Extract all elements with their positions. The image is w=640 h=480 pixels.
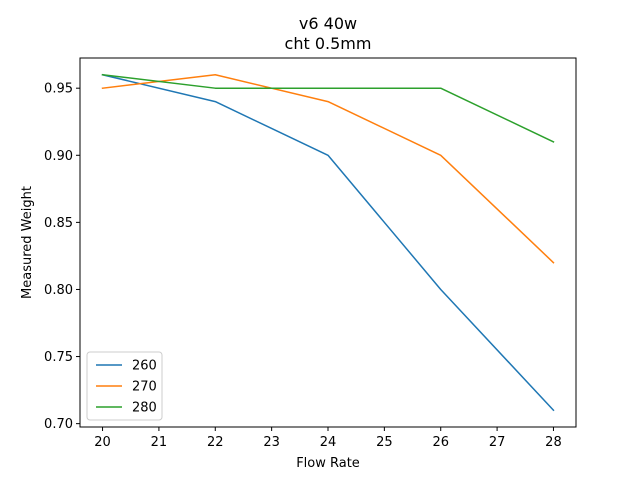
legend-label: 260 — [132, 359, 157, 374]
x-axis-ticks: 20 21 22 23 24 25 26 27 28 — [94, 427, 562, 450]
x-tick-label: 27 — [489, 435, 506, 450]
x-tick-label: 20 — [94, 435, 111, 450]
y-tick-label: 0.95 — [44, 82, 73, 97]
x-tick-label: 21 — [151, 435, 168, 450]
y-tick-label: 0.85 — [44, 216, 73, 231]
chart-title-line2: cht 0.5mm — [285, 34, 372, 53]
legend-label: 270 — [132, 380, 157, 395]
x-tick-label: 22 — [207, 435, 224, 450]
series-line-270 — [101, 74, 555, 264]
legend-label: 280 — [132, 401, 157, 416]
y-axis-ticks: 0.70 0.75 0.80 0.85 0.90 0.95 — [44, 82, 80, 432]
series-line-280 — [101, 73, 555, 143]
x-axis-label: Flow Rate — [296, 456, 360, 471]
x-tick-label: 28 — [545, 435, 562, 450]
legend-box — [86, 351, 163, 421]
legend: 260 270 280 — [86, 351, 163, 421]
series-layer — [101, 73, 555, 412]
x-tick-label: 24 — [320, 435, 337, 450]
series-line-260 — [101, 73, 555, 412]
x-tick-label: 23 — [263, 435, 280, 450]
x-tick-label: 26 — [432, 435, 449, 450]
y-tick-label: 0.70 — [44, 417, 73, 432]
y-tick-label: 0.80 — [44, 283, 73, 298]
y-tick-label: 0.90 — [44, 149, 73, 164]
x-tick-label: 25 — [376, 435, 393, 450]
y-axis-label: Measured Weight — [20, 186, 35, 299]
chart-title-line1: v6 40w — [299, 14, 357, 33]
y-tick-label: 0.75 — [44, 350, 73, 365]
